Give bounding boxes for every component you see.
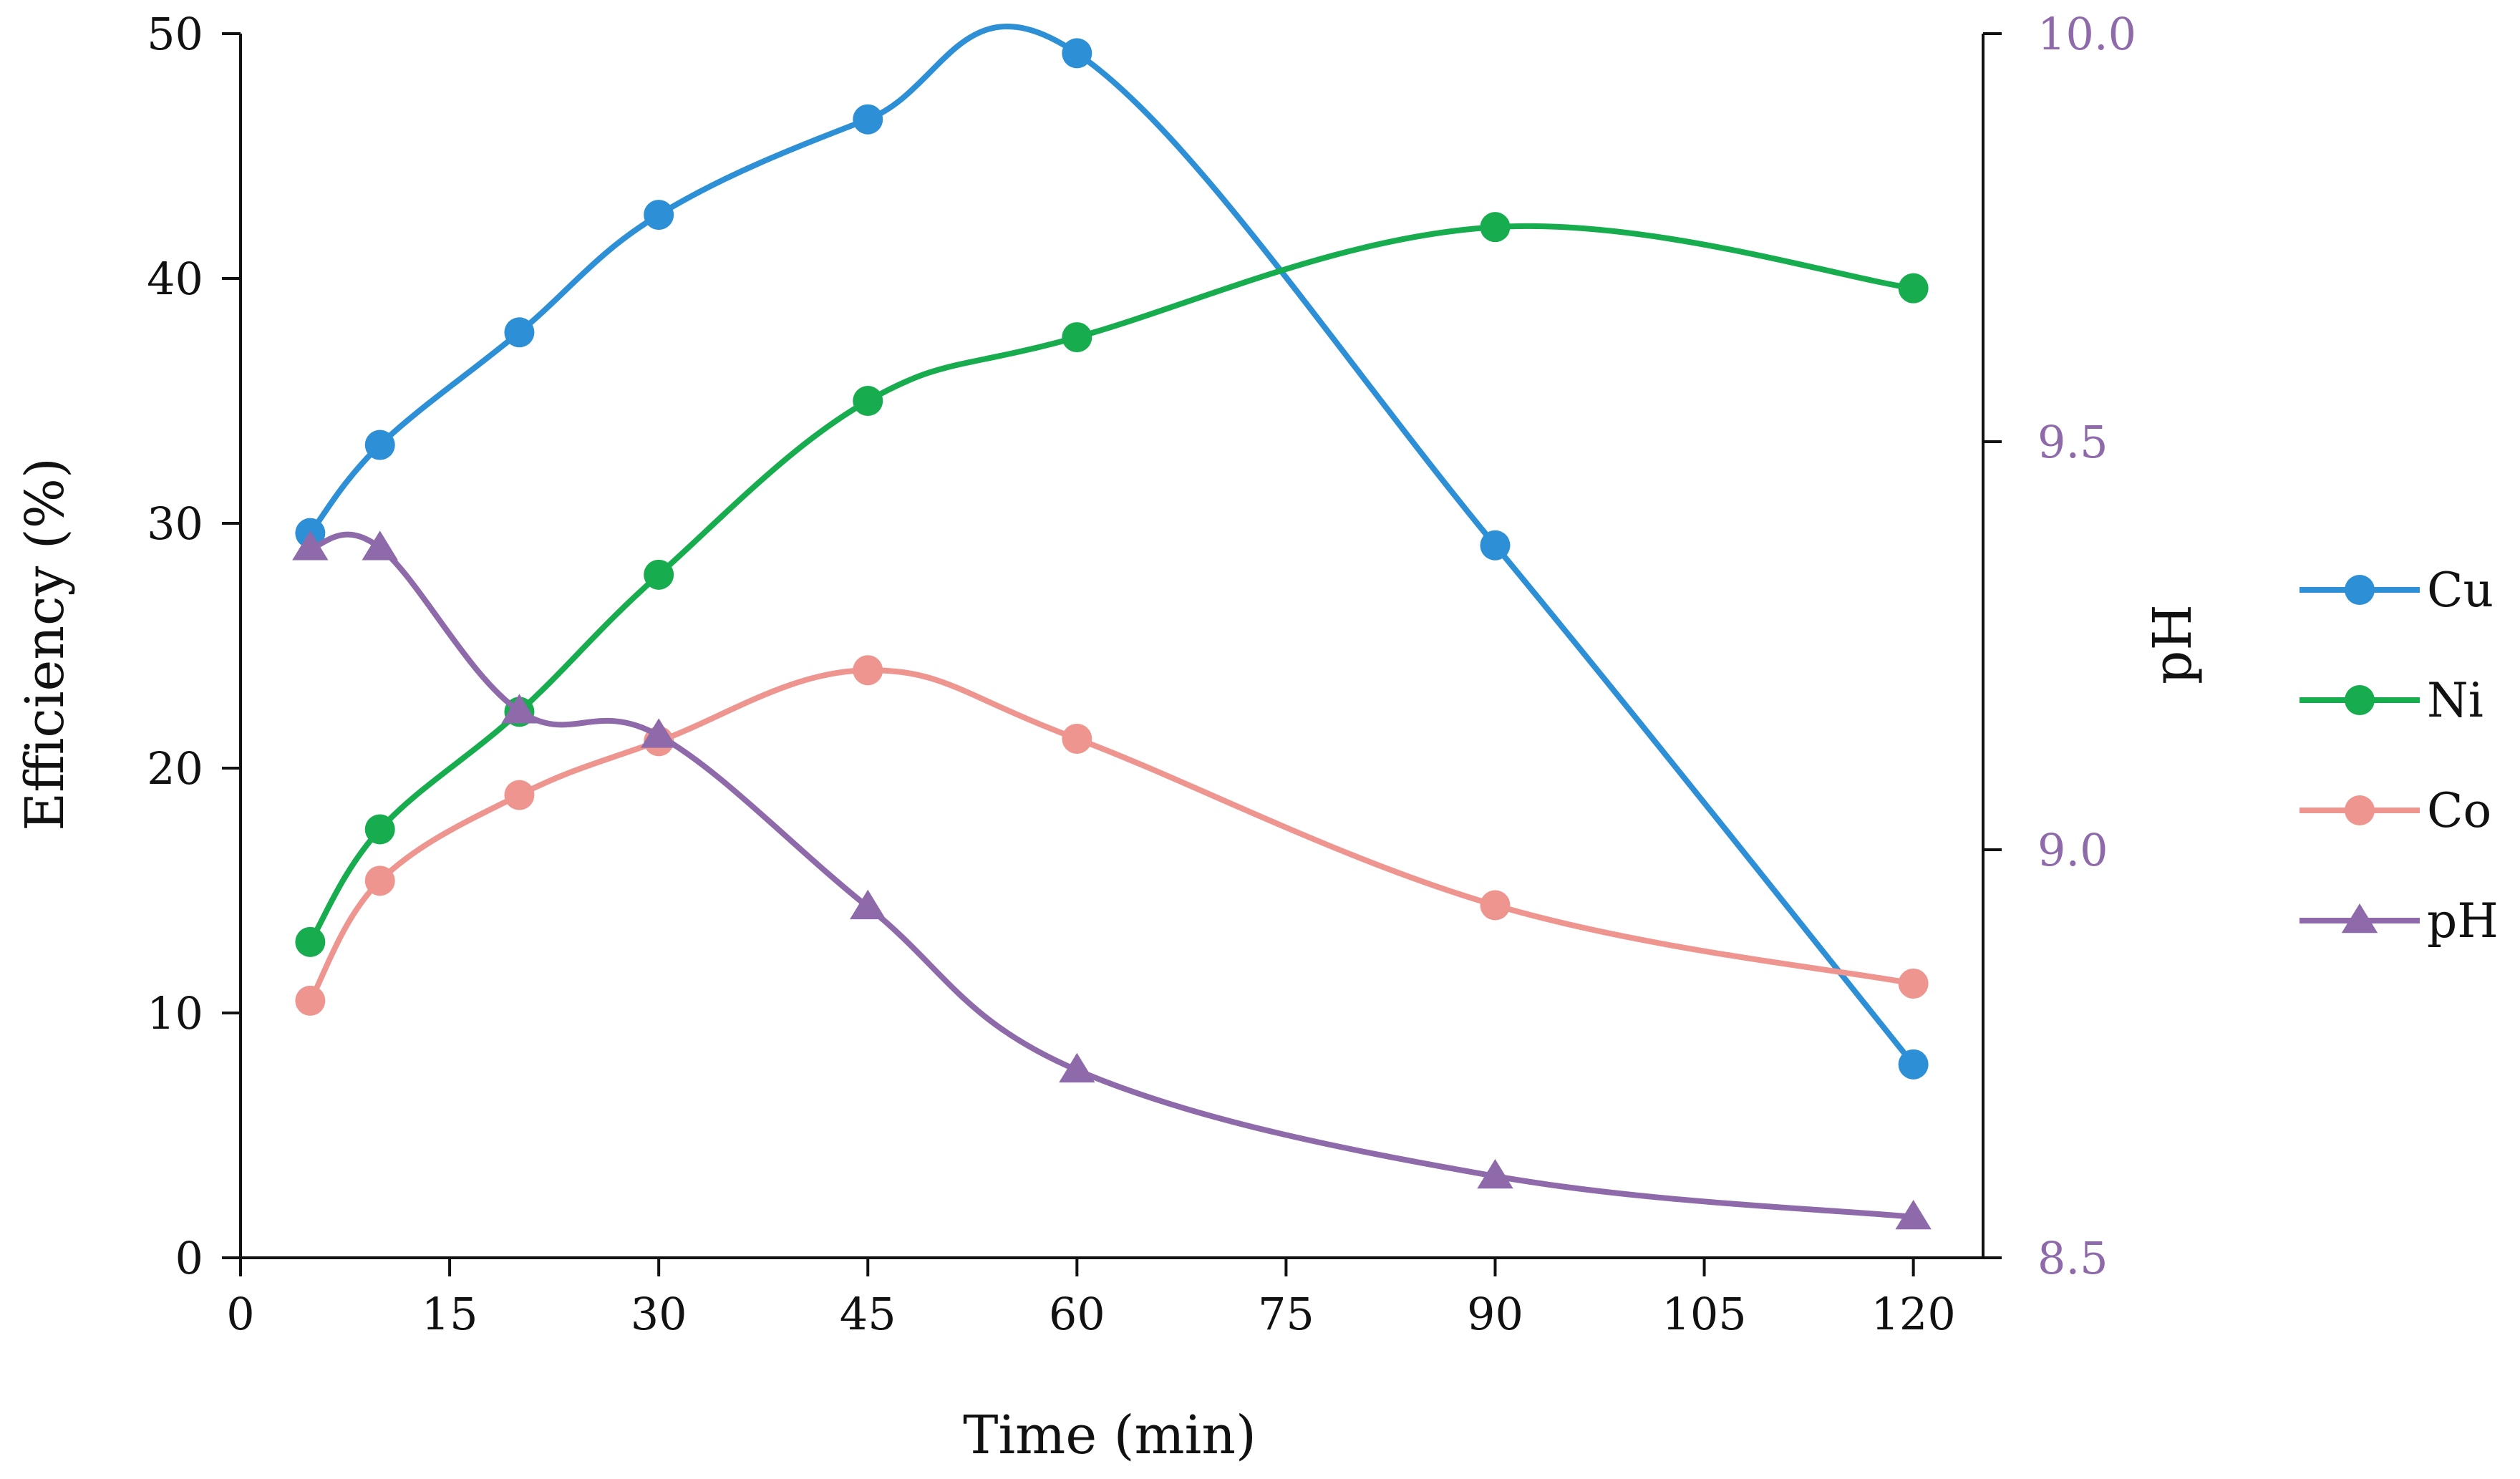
x-tick-label-4: 60 (1049, 1288, 1105, 1340)
y-left-tick-label-0: 0 (175, 1232, 203, 1284)
left-axis-title: Efficiency (%) (14, 457, 76, 831)
legend-label-cu: Cu (2427, 563, 2494, 618)
point-ni-7 (1898, 273, 1929, 304)
point-ni-6 (1480, 212, 1511, 243)
y-right-tick-label-3: 10.0 (2037, 8, 2136, 60)
point-ni-3 (644, 559, 674, 590)
series-layer (292, 24, 1932, 1230)
legend-item-ph: pH (2300, 893, 2499, 949)
point-co-1 (364, 865, 395, 896)
point-ni-1 (364, 814, 395, 845)
y-left-tick-label-5: 50 (147, 8, 203, 60)
point-co-4 (853, 655, 883, 686)
series-line-cu (307, 24, 1916, 1067)
legend-label-ni: Ni (2427, 673, 2483, 728)
series-line-ph (307, 531, 1916, 1220)
legend-label-ph: pH (2427, 893, 2499, 949)
legend-label-co: Co (2427, 783, 2491, 838)
legend-marker-cu (2345, 575, 2375, 605)
point-co-6 (1480, 890, 1511, 921)
point-ph-3 (640, 718, 677, 748)
y-right-tick-label-1: 9.0 (2037, 824, 2108, 876)
legend-marker-ph (2341, 903, 2378, 934)
point-ph-6 (1477, 1159, 1513, 1189)
right-axis-title: pH (2142, 604, 2204, 684)
point-ph-5 (1059, 1052, 1095, 1083)
series-co (295, 655, 1929, 1016)
point-cu-4 (853, 104, 883, 135)
point-ph-0 (292, 530, 329, 561)
point-cu-2 (504, 317, 535, 348)
y-left-tick-label-4: 40 (147, 253, 203, 305)
point-co-7 (1898, 968, 1929, 999)
series-ph (292, 530, 1932, 1230)
point-cu-1 (364, 430, 395, 460)
x-tick-label-1: 15 (422, 1288, 478, 1340)
point-cu-6 (1480, 530, 1511, 561)
point-cu-3 (644, 200, 674, 231)
y-left-tick-label-2: 20 (147, 742, 203, 795)
legend: Cu Ni Co pH (2300, 563, 2499, 949)
series-line-co (307, 667, 1916, 1004)
point-cu-5 (1062, 38, 1092, 69)
point-ph-2 (501, 694, 538, 724)
x-tick-label-5: 75 (1258, 1288, 1314, 1340)
y-left-tick-label-3: 30 (147, 498, 203, 550)
x-axis-ticks: 0 15 30 45 60 75 90 105 120 (226, 1258, 1956, 1340)
point-ph-7 (1895, 1200, 1932, 1230)
legend-marker-ni (2345, 685, 2375, 715)
x-tick-label-0: 0 (226, 1288, 254, 1340)
point-co-2 (504, 780, 535, 810)
plot-area (292, 24, 1932, 1230)
legend-item-cu: Cu (2300, 563, 2494, 618)
series-line-ni (307, 223, 1916, 945)
x-tick-label-8: 120 (1871, 1288, 1955, 1340)
x-tick-label-2: 30 (631, 1288, 687, 1340)
legend-item-co: Co (2300, 783, 2491, 838)
x-tick-label-6: 90 (1467, 1288, 1523, 1340)
point-ni-0 (295, 926, 326, 957)
left-axis-ticks: 0 10 20 30 40 50 (147, 8, 241, 1284)
y-right-tick-label-0: 8.5 (2037, 1232, 2108, 1284)
point-co-0 (295, 985, 326, 1016)
legend-marker-co (2345, 795, 2375, 825)
point-ni-4 (853, 386, 883, 416)
legend-item-ni: Ni (2300, 673, 2483, 728)
x-axis-title: Time (min) (963, 1405, 1256, 1466)
x-tick-label-3: 45 (840, 1288, 896, 1340)
x-tick-label-7: 105 (1662, 1288, 1746, 1340)
y-right-tick-label-2: 9.5 (2037, 416, 2108, 468)
series-ni (295, 212, 1929, 957)
right-axis-ticks: 8.5 9.0 9.5 10.0 (1983, 8, 2136, 1284)
point-cu-7 (1898, 1049, 1929, 1080)
point-co-5 (1062, 723, 1092, 754)
y-left-tick-label-1: 10 (147, 987, 203, 1039)
point-ni-5 (1062, 322, 1092, 353)
series-cu (295, 24, 1929, 1080)
point-ph-1 (362, 530, 398, 561)
point-ph-4 (850, 889, 886, 920)
